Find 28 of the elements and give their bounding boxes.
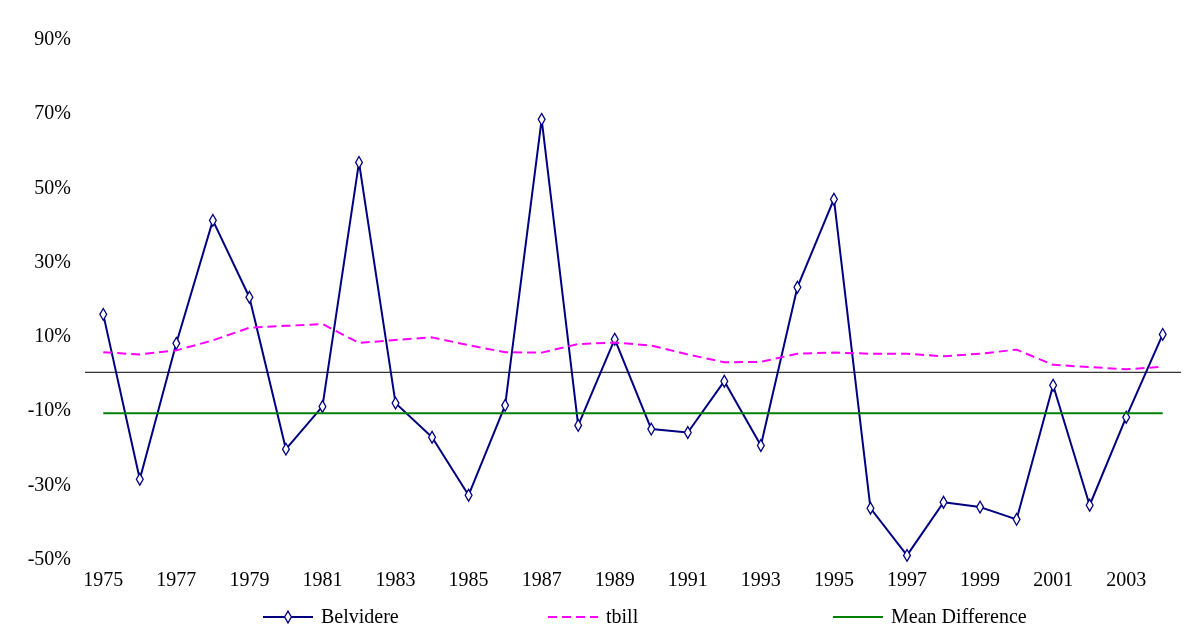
x-tick-label: 1993 [740,568,781,590]
y-tick-label: 90% [34,27,71,49]
point [902,548,912,562]
y-tick-label: -30% [27,472,71,495]
x-tick-label: 1979 [229,568,270,590]
y-tick-label: 10% [34,324,71,347]
x-tick-label: 2001 [1033,568,1074,590]
x-tick-label: 1985 [448,568,489,590]
x-tick-label: 1983 [375,568,416,590]
x-tick-label: 1989 [594,568,635,590]
x-tick-label: 1975 [83,568,124,590]
y-tick-label: 50% [34,175,71,198]
point [354,155,364,169]
legend-label: Belvidere [321,605,399,627]
x-tick-label: 1995 [813,568,854,590]
x-tick-label: 1997 [887,568,927,590]
x-tick-label: 1981 [302,568,343,590]
x-tick-label: 2003 [1106,568,1147,590]
x-tick-label: 1999 [960,568,1001,590]
x-tick-label: 1991 [667,568,708,590]
y-tick-label: -10% [27,398,71,421]
y-tick-label: -50% [27,547,71,569]
y-tick-label: 30% [34,249,71,272]
x-tick-label: 1987 [521,568,562,590]
x-tick-label: 1977 [156,568,197,590]
legend-label: tbill [606,605,639,627]
legend-label: Mean Difference [891,605,1027,627]
y-tick-label: 70% [34,101,71,124]
